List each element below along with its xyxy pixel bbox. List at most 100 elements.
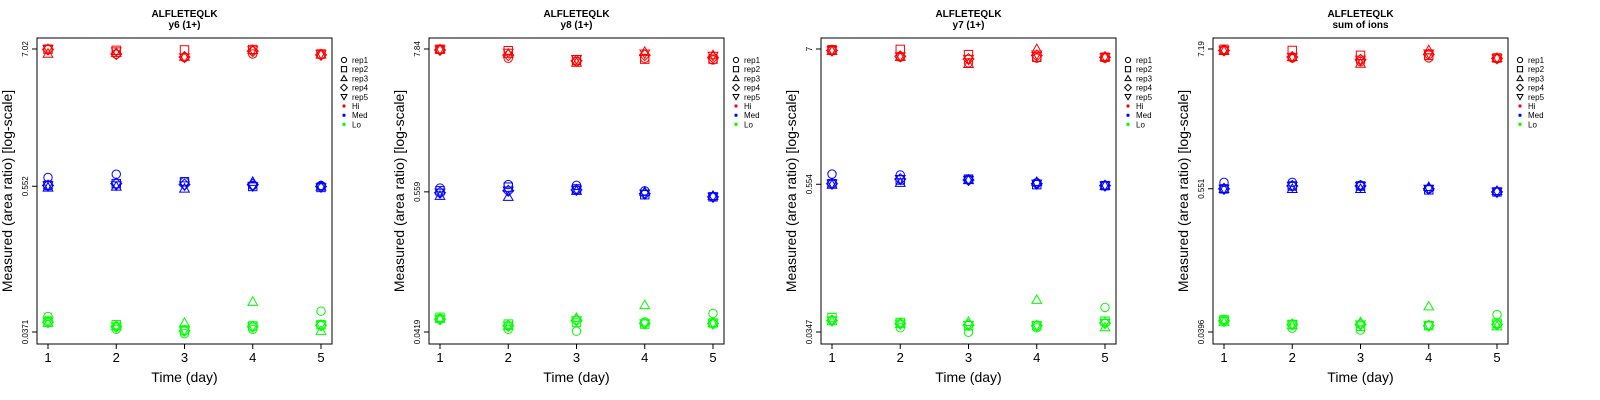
legend-symbol-rep3 (1124, 74, 1132, 82)
legend-symbol-rep4 (1123, 83, 1133, 92)
legend-label: Med (1528, 111, 1544, 120)
data-point-lo-rep5 (639, 319, 651, 330)
data-point-med-rep3 (1099, 179, 1111, 190)
x-tick-label: 3 (181, 350, 188, 365)
chart-subtitle: sum of ions (1332, 20, 1389, 31)
x-tick-label: 5 (709, 350, 716, 365)
legend-symbol-rep1 (340, 56, 348, 64)
data-point-lo-rep5 (247, 322, 259, 333)
chart-subtitle: y8 (1+) (561, 20, 593, 31)
legend-label: rep3 (352, 74, 369, 83)
data-point-lo-rep5 (110, 322, 122, 333)
legend-label: Med (352, 111, 368, 120)
legend-label: rep3 (1136, 74, 1153, 83)
data-point-hi-rep3 (1491, 52, 1503, 63)
y-tick-label: 0.554 (805, 174, 814, 195)
x-tick-label: 5 (1493, 350, 1500, 365)
data-point-lo-rep5 (502, 321, 514, 332)
legend-label: rep2 (1136, 65, 1153, 74)
data-point-hi-rep5 (434, 45, 446, 56)
legend-symbol-hi (1126, 104, 1130, 108)
y-tick-label: 7.84 (413, 41, 422, 57)
data-point-hi-rep4 (638, 48, 651, 62)
legend-label: rep5 (1136, 93, 1153, 102)
x-tick-label: 3 (573, 350, 580, 365)
data-point-med-rep5 (962, 175, 975, 186)
data-point-hi-rep5 (1491, 54, 1503, 65)
chart-subtitle: y6 (1+) (169, 20, 201, 31)
data-point-lo-rep3 (178, 316, 191, 327)
legend-label: rep1 (352, 56, 369, 65)
data-point-lo-rep3 (315, 324, 327, 335)
data-point-med-rep1 (1219, 177, 1229, 188)
y-axis-label: Measured (area ratio) [log-scale] (1175, 90, 1191, 292)
x-axis-label: Time (day) (1327, 369, 1393, 385)
data-point-hi-rep1 (503, 53, 513, 64)
legend-symbol-rep2 (1516, 66, 1524, 73)
data-point-med-rep5 (826, 179, 838, 190)
x-axis-label: Time (day) (151, 369, 217, 385)
x-tick-label: 3 (965, 350, 972, 365)
data-point-hi-rep5 (826, 46, 838, 56)
chart-title: ALFLETEQLK (151, 9, 218, 20)
legend-symbol-rep5 (1516, 94, 1524, 101)
data-point-med-rep5 (1423, 184, 1435, 195)
legend-symbol-rep3 (732, 74, 740, 82)
x-tick-label: 5 (317, 350, 324, 365)
data-point-med-rep5 (894, 175, 906, 185)
data-point-med-rep3 (502, 190, 514, 201)
data-point-med-rep5 (434, 188, 446, 199)
data-point-lo-rep5 (315, 321, 327, 332)
x-tick-label: 4 (1425, 350, 1432, 365)
data-point-med-rep5 (1099, 181, 1111, 192)
data-point-med-rep3 (1354, 183, 1367, 193)
data-point-hi-rep5 (1423, 49, 1435, 60)
legend-label: Med (744, 111, 760, 120)
y-tick-label: 0.0371 (21, 319, 30, 344)
legend-label: rep3 (1528, 74, 1545, 83)
legend-symbol-med (342, 113, 346, 117)
x-tick-label: 1 (436, 350, 443, 365)
legend-symbol-med (1126, 113, 1130, 117)
data-point-lo-rep5 (1218, 316, 1230, 327)
x-tick-label: 4 (641, 350, 648, 365)
legend-label: rep4 (1528, 84, 1545, 93)
legend-symbol-rep3 (1516, 74, 1524, 82)
y-axis-label: Measured (area ratio) [log-scale] (391, 90, 407, 292)
chart-title: ALFLETEQLK (1327, 9, 1394, 20)
legend-symbol-rep4 (1515, 83, 1525, 92)
data-point-hi-rep5 (570, 55, 583, 65)
data-point-hi-rep5 (1354, 55, 1367, 66)
data-point-med-rep5 (502, 186, 514, 197)
data-point-med-rep1 (827, 169, 837, 179)
data-point-lo-rep1 (316, 306, 326, 316)
legend-symbol-rep3 (340, 74, 348, 82)
data-point-lo-rep5 (434, 315, 446, 326)
y-tick-label: 7 (805, 46, 814, 51)
y-tick-label: 7.02 (21, 41, 30, 57)
legend-symbol-lo (734, 122, 738, 126)
data-point-hi-rep4 (570, 54, 583, 67)
data-point-lo-rep2 (571, 317, 582, 328)
data-point-med-rep5 (707, 192, 719, 203)
legend-symbol-hi (1518, 104, 1522, 108)
data-point-lo-rep5 (178, 326, 191, 337)
data-point-hi-rep5 (178, 53, 191, 64)
y-axis-label: Measured (area ratio) [log-scale] (783, 90, 799, 292)
data-point-med-rep5 (570, 185, 583, 196)
data-point-lo-rep5 (894, 319, 906, 330)
y-axis-label: Measured (area ratio) [log-scale] (0, 90, 15, 292)
data-point-med-rep3 (962, 174, 975, 185)
data-point-lo-rep3 (110, 320, 122, 331)
data-point-hi-rep3 (1031, 43, 1043, 54)
data-point-hi-rep5 (110, 47, 122, 58)
legend-label: Med (1136, 111, 1152, 120)
x-tick-label: 5 (1101, 350, 1108, 365)
